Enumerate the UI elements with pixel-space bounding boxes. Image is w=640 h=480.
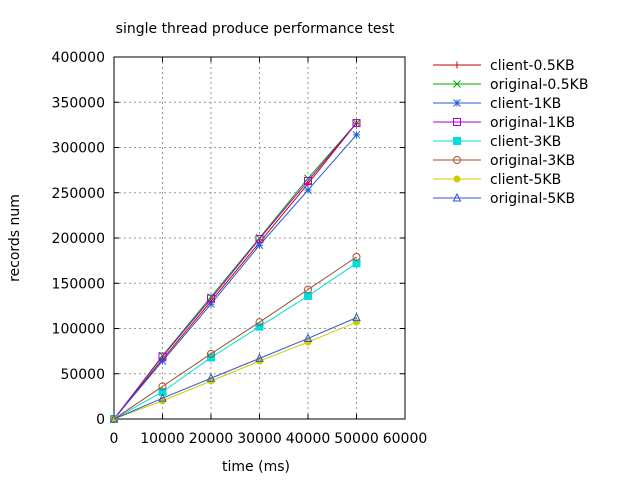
- data-point-circle-open: [158, 382, 167, 391]
- data-point-circle-open: [453, 156, 461, 164]
- data-point-circle-filled: [304, 338, 312, 346]
- data-point-square-filled: [304, 291, 312, 300]
- series-line: [113, 122, 357, 420]
- x-tick-label: 0: [110, 431, 119, 447]
- data-point-cross: [207, 292, 215, 301]
- x-axis: 0 10000 20000 30000 40000 50000 60000: [110, 57, 428, 447]
- data-point-star: [304, 186, 312, 194]
- data-point-triangle-open: [109, 413, 119, 423]
- data-point-triangle-open: [352, 312, 361, 322]
- legend-item: client-0.5KB: [433, 58, 575, 74]
- data-point-circle-filled: [453, 175, 461, 183]
- data-point-circle-open: [255, 318, 264, 327]
- data-point-cross: [453, 80, 461, 88]
- legend-label: client-0.5KB: [490, 58, 575, 74]
- y-tick-label: 300000: [52, 141, 105, 157]
- data-point-square-filled: [352, 259, 361, 268]
- legend-label: original-1KB: [490, 115, 575, 131]
- data-point-cross: [304, 174, 312, 183]
- y-tick-label: 250000: [52, 186, 105, 202]
- data-point-star: [453, 99, 461, 107]
- data-point-square-open: [352, 119, 361, 128]
- y-tick-label: 100000: [52, 322, 105, 338]
- series-line: [113, 321, 357, 420]
- x-axis-label: time (ms): [222, 459, 290, 475]
- data-point-star: [255, 241, 264, 250]
- legend-item: client-3KB: [433, 134, 561, 150]
- data-point-triangle-open: [452, 192, 462, 202]
- data-point-square-filled: [255, 322, 264, 331]
- y-tick-label: 150000: [52, 276, 105, 292]
- series-client-0.5KB: [110, 119, 360, 423]
- data-point-square-open: [453, 118, 461, 126]
- chart-title: single thread produce performance test: [116, 21, 395, 37]
- data-point-triangle-open: [158, 393, 167, 402]
- legend-item: original-1KB: [433, 115, 575, 131]
- series-line: [113, 134, 357, 420]
- data-point-star: [352, 130, 361, 139]
- series-client-5KB: [110, 318, 360, 423]
- legend-item: client-1KB: [433, 96, 561, 112]
- legend-item: original-3KB: [433, 153, 575, 169]
- series-client-3KB: [110, 259, 361, 423]
- y-tick-label: 350000: [52, 95, 105, 111]
- data-point-plus: [453, 61, 461, 69]
- data-point-star: [207, 300, 215, 308]
- y-tick-label: 50000: [60, 367, 105, 383]
- legend-label: client-5KB: [490, 172, 561, 188]
- legend-label: original-5KB: [490, 191, 575, 207]
- data-point-square-open: [158, 352, 167, 361]
- data-point-circle-open: [207, 349, 215, 358]
- data-point-circle-filled: [353, 318, 360, 326]
- series-client-1KB: [110, 130, 361, 423]
- data-point-square-filled: [453, 137, 461, 145]
- series-line: [113, 262, 357, 420]
- data-point-square-open: [255, 234, 264, 243]
- data-point-triangle-open: [255, 353, 264, 362]
- data-point-square-filled: [158, 387, 167, 396]
- y-tick-label: 200000: [52, 231, 105, 247]
- legend-item: client-5KB: [433, 172, 561, 188]
- y-axis-label: records num: [7, 194, 23, 282]
- x-tick-label: 10000: [140, 431, 185, 447]
- data-point-circle-open: [304, 285, 312, 294]
- series-line: [113, 256, 357, 420]
- x-tick-label: 20000: [189, 431, 234, 447]
- legend: client-0.5KB original-0.5KB client-1KB orig…: [433, 58, 588, 207]
- x-tick-label: 60000: [383, 431, 428, 447]
- data-point-square-open: [304, 176, 312, 185]
- series-lines: [109, 119, 361, 423]
- series-original-1KB: [110, 119, 361, 423]
- x-tick-label: 40000: [286, 431, 331, 447]
- data-point-triangle-open: [206, 373, 216, 382]
- series-line: [113, 317, 357, 420]
- series-line: [113, 122, 357, 420]
- legend-item: original-0.5KB: [433, 77, 588, 93]
- y-tick-label: 0: [96, 412, 105, 428]
- legend-label: original-3KB: [490, 153, 575, 169]
- data-point-circle-open: [352, 253, 361, 262]
- legend-label: client-1KB: [490, 96, 561, 112]
- legend-label: client-3KB: [490, 134, 561, 150]
- x-tick-label: 30000: [237, 431, 282, 447]
- legend-label: original-0.5KB: [490, 77, 588, 93]
- series-original-5KB: [109, 312, 361, 423]
- data-point-square-open: [207, 294, 215, 303]
- x-tick-label: 50000: [334, 431, 379, 447]
- legend-item: original-5KB: [433, 191, 575, 207]
- y-tick-label: 400000: [52, 50, 105, 66]
- data-point-star: [158, 357, 167, 365]
- data-point-triangle-open: [303, 333, 313, 342]
- series-original-3KB: [110, 253, 361, 423]
